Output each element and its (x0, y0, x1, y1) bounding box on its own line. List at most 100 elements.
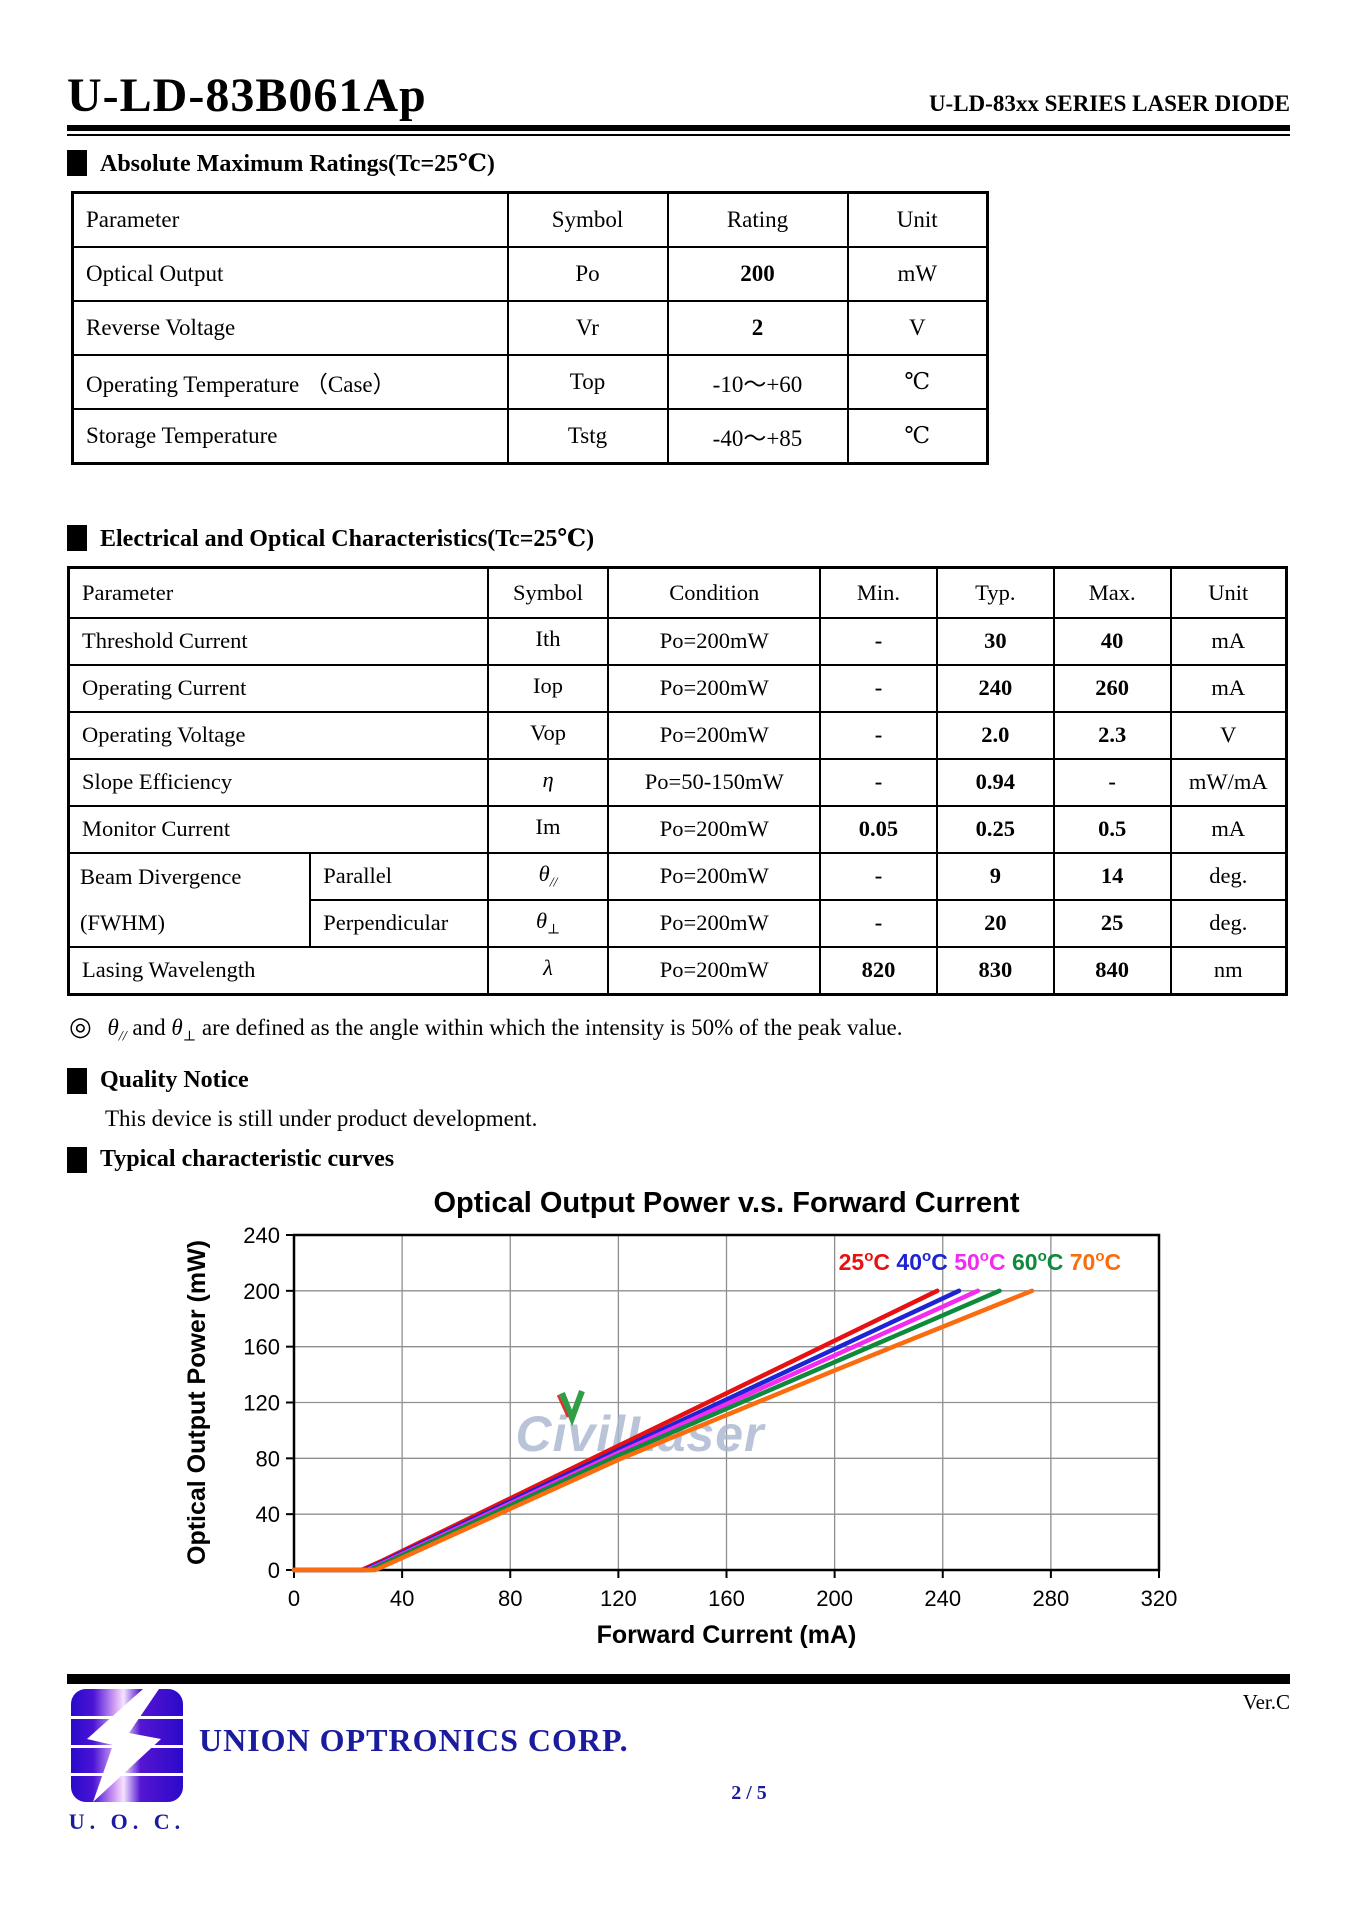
unit-cell: V (1169, 710, 1288, 760)
header-rule-thin (67, 133, 1290, 136)
typ-cell: 30 (935, 616, 1055, 666)
svg-text:320: 320 (1141, 1586, 1178, 1611)
condition-cell: Po=200mW (607, 804, 822, 854)
svg-text:200: 200 (243, 1279, 280, 1304)
symbol-cell: η (486, 757, 610, 807)
table-row: Reverse Voltage Vr 2 V (71, 299, 989, 356)
section-abs-max: Absolute Maximum Ratings(Tc=25℃) (67, 148, 1290, 178)
param-cell: Slope Efficiency (67, 757, 489, 807)
min-cell: - (819, 851, 938, 901)
condition-cell: Po=200mW (607, 663, 822, 713)
unit-cell: mW/mA (1169, 757, 1288, 807)
unit-cell: V (846, 299, 989, 356)
lightning-logo-icon (71, 1689, 183, 1803)
table-row: Operating Temperature （Case） Top -10～+60… (71, 353, 989, 410)
table-row: Beam Divergence (FWHM) Parallel θ// Po=2… (67, 851, 1288, 948)
theta-parallel-symbol: θ// (107, 1014, 127, 1045)
svg-text:40: 40 (390, 1586, 414, 1611)
typ-cell: 0.94 (935, 757, 1055, 807)
header-rule-thick (67, 124, 1290, 131)
max-cell: 840 (1052, 945, 1172, 996)
param-cell: Beam Divergence (FWHM) (67, 851, 312, 948)
double-circle-icon: ◎ (69, 1011, 92, 1041)
svg-text:80: 80 (256, 1447, 280, 1472)
chart-title: Optical Output Power v.s. Forward Curren… (433, 1187, 1020, 1220)
param-cell: Operating Current (67, 663, 489, 713)
param-cell: Optical Output (71, 245, 509, 302)
table-row: Slope Efficiency η Po=50-150mW - 0.94 - … (67, 757, 1288, 807)
eo-char-table: Parameter Symbol Condition Min. Typ. Max… (67, 565, 1288, 996)
min-cell: - (819, 616, 938, 666)
column-header: Rating (666, 191, 849, 248)
column-header: Symbol (506, 191, 669, 248)
typ-cell: 2.0 (935, 710, 1055, 760)
table-row: Lasing Wavelength λ Po=200mW 820 830 840… (67, 945, 1288, 996)
svg-text:200: 200 (816, 1586, 853, 1611)
condition-cell: Po=200mW (607, 945, 822, 996)
column-header: Parameter (71, 191, 509, 248)
svg-text:120: 120 (243, 1391, 280, 1416)
footnote-text: are defined as the angle within which th… (196, 1014, 903, 1040)
condition-cell: Po=200mW (607, 710, 822, 760)
svg-text:Optical Output Power (mW): Optical Output Power (mW) (183, 1240, 211, 1565)
logo-caption: U. O. C. (68, 1809, 186, 1835)
condition-cell: Po=200mW (607, 898, 822, 948)
table-header-row: Parameter Symbol Rating Unit (71, 191, 989, 248)
symbol-cell: Tstg (506, 407, 669, 465)
column-header: Min. (819, 566, 938, 619)
section-curves: Typical characteristic curves (67, 1146, 1290, 1173)
quality-notice-text: This device is still under product devel… (105, 1106, 538, 1132)
version-label: Ver.C (1242, 1690, 1290, 1715)
typ-cell: 9 (935, 851, 1055, 901)
typ-cell: 20 (935, 898, 1055, 948)
table-row: Operating Voltage Vop Po=200mW - 2.0 2.3… (67, 710, 1288, 760)
column-header: Symbol (486, 566, 610, 619)
section-quality-notice: Quality Notice (67, 1067, 1290, 1094)
condition-cell: Po=200mW (607, 851, 822, 901)
footer: Ver.C U. O. (67, 1684, 1290, 1903)
page-number: 2 / 5 (731, 1782, 767, 1805)
table-header-row: Parameter Symbol Condition Min. Typ. Max… (67, 566, 1288, 619)
rating-cell: 200 (666, 245, 849, 302)
theta-perp-symbol: θ⊥ (171, 1014, 197, 1045)
min-cell: 820 (819, 945, 938, 996)
svg-text:Forward Current (mA): Forward Current (mA) (597, 1621, 857, 1649)
symbol-cell: Im (486, 804, 610, 854)
unit-cell: deg. (1169, 898, 1288, 948)
unit-cell: ℃ (846, 353, 989, 410)
footer-rule (67, 1674, 1290, 1685)
section-square-icon (67, 1146, 87, 1173)
symbol-cell: λ (486, 945, 610, 996)
rating-cell: 2 (666, 299, 849, 356)
max-cell: 2.3 (1052, 710, 1172, 760)
min-cell: - (819, 663, 938, 713)
symbol-cell: Top (506, 353, 669, 410)
table-row: Operating Current Iop Po=200mW - 240 260… (67, 663, 1288, 713)
svg-text:0: 0 (268, 1558, 280, 1583)
condition-cell: Po=50-150mW (607, 757, 822, 807)
section-square-icon (67, 524, 87, 551)
svg-text:240: 240 (243, 1223, 280, 1248)
loi-chart-svg: 0 40 80 120 160 200 240 280 320 0 40 80 120 160 200 240… (183, 1223, 1178, 1649)
unit-cell: mA (1169, 616, 1288, 666)
max-cell: 25 (1052, 898, 1172, 948)
param-cell: Lasing Wavelength (67, 945, 489, 996)
unit-cell: nm (1169, 945, 1288, 996)
section-abs-max-title: Absolute Maximum Ratings(Tc=25℃) (100, 150, 495, 177)
column-header: Parameter (67, 566, 489, 619)
column-header: Unit (1169, 566, 1288, 619)
symbol-cell: Vr (506, 299, 669, 356)
theta-footnote: ◎ θ// and θ⊥ are defined as the angle wi… (69, 1011, 903, 1045)
unit-cell: deg. (1169, 851, 1288, 901)
section-square-icon (67, 149, 87, 176)
svg-text:160: 160 (243, 1335, 280, 1360)
param-cell: Monitor Current (67, 804, 489, 854)
symbol-cell: Po (506, 245, 669, 302)
column-header: Typ. (935, 566, 1055, 619)
section-curves-title: Typical characteristic curves (100, 1146, 395, 1173)
rating-cell: -40～+85 (666, 407, 849, 465)
table-row: Monitor Current Im Po=200mW 0.05 0.25 0.… (67, 804, 1288, 854)
max-cell: 0.5 (1052, 804, 1172, 854)
max-cell: 260 (1052, 663, 1172, 713)
